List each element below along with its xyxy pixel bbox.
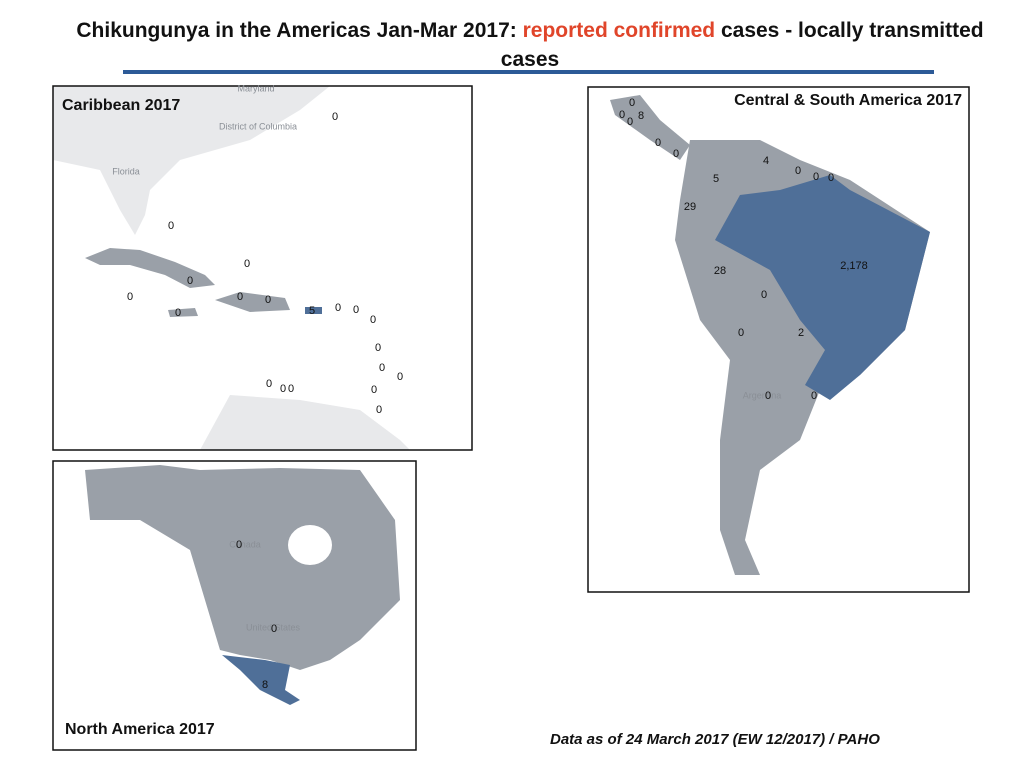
north-america-map [53,461,416,750]
place-label: Florida [112,166,140,176]
source-note: Data as of 24 March 2017 (EW 12/2017) / … [550,731,880,748]
place-label: Maryland [237,83,274,93]
case-count: 0 [376,404,382,416]
title-text: cases - locally transmitted cases [500,19,984,71]
case-count: 0 [629,97,635,109]
case-count: 0 [813,171,819,183]
case-count: 2,178 [840,260,868,272]
case-count: 4 [763,155,769,167]
case-count: 0 [244,258,250,270]
case-count: 0 [795,165,801,177]
case-count: 8 [638,110,644,122]
panel-title: Caribbean 2017 [62,97,180,114]
case-count: 29 [684,201,696,213]
case-count: 0 [127,291,133,303]
panel-title: North America 2017 [65,721,215,738]
title-rule [123,70,934,74]
panel-title: Central & South America 2017 [734,92,962,109]
case-count: 0 [265,294,271,306]
case-count: 0 [619,109,625,121]
case-count: 0 [187,275,193,287]
case-count: 0 [765,390,771,402]
caribbean-map [53,86,472,450]
south-america-map [588,87,969,592]
case-count: 0 [738,327,744,339]
case-count: 0 [397,371,403,383]
slide-title: Chikungunya in the Americas Jan-Mar 2017… [60,16,1000,74]
case-count: 0 [237,291,243,303]
case-count: 0 [627,116,633,128]
place-label: United States [246,622,301,632]
case-count: 8 [262,679,268,691]
case-count: 0 [371,384,377,396]
title-highlight: reported confirmed [522,19,716,42]
case-count: 0 [335,302,341,314]
place-label: Canada [229,539,261,549]
case-count: 0 [332,111,338,123]
case-count: 0 [655,137,661,149]
case-count: 5 [309,305,315,317]
case-count: 0 [288,383,294,395]
case-count: 0 [168,220,174,232]
case-count: 28 [714,265,726,277]
place-label: Argentina [743,390,782,400]
case-count: 0 [828,172,834,184]
case-count: 0 [271,623,277,635]
case-count: 0 [266,378,272,390]
case-count: 0 [375,342,381,354]
case-count: 0 [175,307,181,319]
case-count: 0 [280,383,286,395]
place-label: District of Columbia [219,121,297,131]
case-count: 0 [379,362,385,374]
case-count: 0 [673,148,679,160]
case-count: 5 [713,173,719,185]
case-count: 2 [798,327,804,339]
case-count: 0 [353,304,359,316]
case-count: 0 [761,289,767,301]
title-text: Chikungunya in the Americas Jan-Mar 2017… [76,19,517,42]
case-count: 0 [370,314,376,326]
case-count: 0 [811,390,817,402]
case-count: 0 [236,539,242,551]
